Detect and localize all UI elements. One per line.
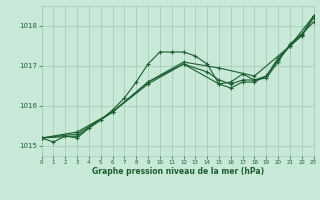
X-axis label: Graphe pression niveau de la mer (hPa): Graphe pression niveau de la mer (hPa) [92,167,264,176]
